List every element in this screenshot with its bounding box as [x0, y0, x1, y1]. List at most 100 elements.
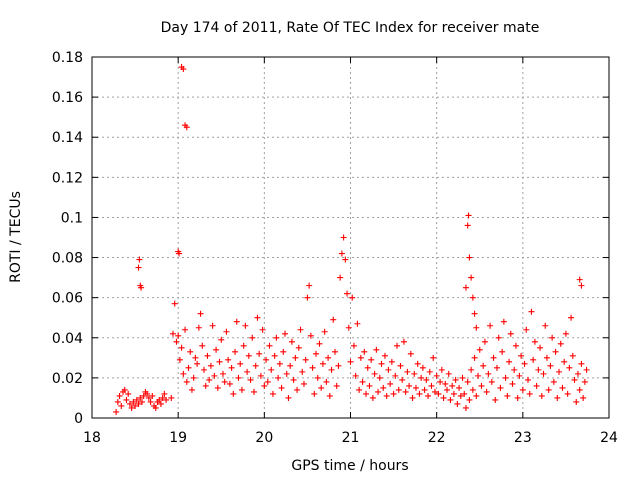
- data-point: [302, 356, 309, 363]
- data-point: [537, 344, 544, 351]
- data-point: [507, 330, 514, 337]
- data-point: [378, 360, 385, 367]
- data-point: [316, 340, 323, 347]
- data-point: [499, 348, 506, 355]
- data-point: [287, 362, 294, 369]
- data-point: [511, 366, 518, 373]
- data-point: [259, 326, 266, 333]
- y-tick-label: 0.08: [52, 251, 83, 267]
- data-point: [323, 378, 330, 385]
- data-point: [361, 348, 368, 355]
- data-point: [206, 376, 213, 383]
- data-point: [294, 386, 301, 393]
- data-point: [326, 392, 333, 399]
- data-point: [213, 346, 220, 353]
- data-point: [450, 390, 457, 397]
- data-point: [290, 376, 297, 383]
- data-point: [256, 350, 263, 357]
- data-point: [194, 360, 201, 367]
- data-point: [123, 396, 130, 403]
- data-point: [201, 366, 208, 373]
- data-point: [261, 382, 268, 389]
- data-point: [550, 378, 557, 385]
- data-point: [500, 318, 507, 325]
- data-point: [171, 300, 178, 307]
- data-point: [299, 368, 306, 375]
- data-point: [285, 394, 292, 401]
- data-point: [132, 402, 139, 409]
- data-point: [245, 352, 252, 359]
- data-point: [457, 392, 464, 399]
- data-point: [364, 364, 371, 371]
- x-axis-label: GPS time / hours: [291, 458, 408, 474]
- data-point: [523, 326, 530, 333]
- data-point: [469, 294, 476, 301]
- data-point: [492, 396, 499, 403]
- data-point: [433, 372, 440, 379]
- data-point: [559, 384, 566, 391]
- data-point: [180, 66, 187, 73]
- data-point: [509, 380, 516, 387]
- data-point: [344, 290, 351, 297]
- data-point: [257, 372, 264, 379]
- data-point: [218, 336, 225, 343]
- data-point: [318, 384, 325, 391]
- data-point: [525, 376, 532, 383]
- data-point: [340, 234, 347, 241]
- x-tick-label: 19: [169, 430, 187, 446]
- data-point: [352, 372, 359, 379]
- data-point: [526, 390, 533, 397]
- data-point: [471, 310, 478, 317]
- data-point: [466, 254, 473, 261]
- data-point: [226, 380, 233, 387]
- data-point: [452, 376, 459, 383]
- data-point: [576, 386, 583, 393]
- data-point: [359, 378, 366, 385]
- data-point: [481, 338, 488, 345]
- y-tick-label: 0.18: [52, 50, 83, 66]
- data-point: [159, 394, 166, 401]
- data-point: [249, 334, 256, 341]
- data-point: [468, 366, 475, 373]
- data-point: [136, 256, 143, 263]
- data-point: [578, 282, 585, 289]
- data-point: [549, 334, 556, 341]
- data-point: [371, 370, 378, 377]
- data-point: [437, 378, 444, 385]
- data-point: [475, 372, 482, 379]
- data-point: [313, 350, 320, 357]
- data-point: [387, 380, 394, 387]
- data-point: [459, 374, 466, 381]
- data-point: [276, 360, 283, 367]
- data-point: [204, 352, 211, 359]
- data-point: [462, 284, 469, 291]
- data-point: [583, 366, 590, 373]
- data-point: [445, 370, 452, 377]
- y-tick-label: 0.16: [52, 90, 83, 106]
- data-point: [238, 386, 245, 393]
- data-point: [188, 386, 195, 393]
- data-point: [214, 384, 221, 391]
- data-point: [252, 362, 259, 369]
- data-point: [144, 390, 151, 397]
- data-point: [128, 404, 135, 411]
- y-tick-label: 0: [74, 411, 83, 427]
- data-point: [176, 356, 183, 363]
- data-point: [356, 386, 363, 393]
- data-point: [233, 318, 240, 325]
- data-point: [468, 274, 475, 281]
- data-point: [333, 382, 340, 389]
- data-point: [490, 354, 497, 361]
- data-point: [269, 390, 276, 397]
- data-point: [368, 356, 375, 363]
- data-point: [394, 342, 401, 349]
- data-point: [543, 354, 550, 361]
- data-point: [552, 348, 559, 355]
- data-point: [426, 368, 433, 375]
- data-point: [347, 358, 354, 365]
- data-point: [192, 354, 199, 361]
- data-point: [414, 360, 421, 367]
- data-point: [133, 396, 140, 403]
- x-tick-label: 22: [428, 430, 446, 446]
- data-point: [514, 394, 521, 401]
